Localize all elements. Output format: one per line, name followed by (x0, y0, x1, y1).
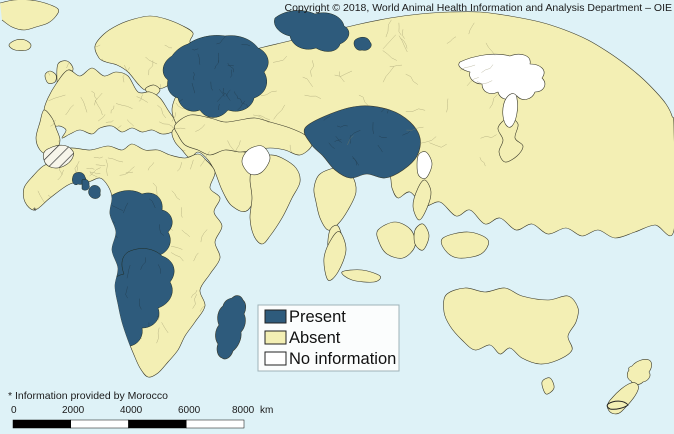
svg-text:8000: 8000 (232, 405, 255, 416)
svg-text:4000: 4000 (120, 405, 143, 416)
svg-text:Absent: Absent (289, 329, 341, 347)
svg-text:*: * (33, 206, 37, 216)
svg-text:Copyright © 2018, World Animal: Copyright © 2018, World Animal Health In… (285, 2, 673, 14)
svg-text:6000: 6000 (178, 405, 201, 416)
svg-text:No information: No information (289, 350, 396, 368)
svg-text:Present: Present (289, 308, 346, 326)
svg-text:km: km (260, 405, 273, 416)
svg-text:0: 0 (11, 405, 17, 416)
svg-text:* Information provided by Moro: * Information provided by Morocco (8, 390, 168, 402)
svg-text:2000: 2000 (62, 405, 85, 416)
